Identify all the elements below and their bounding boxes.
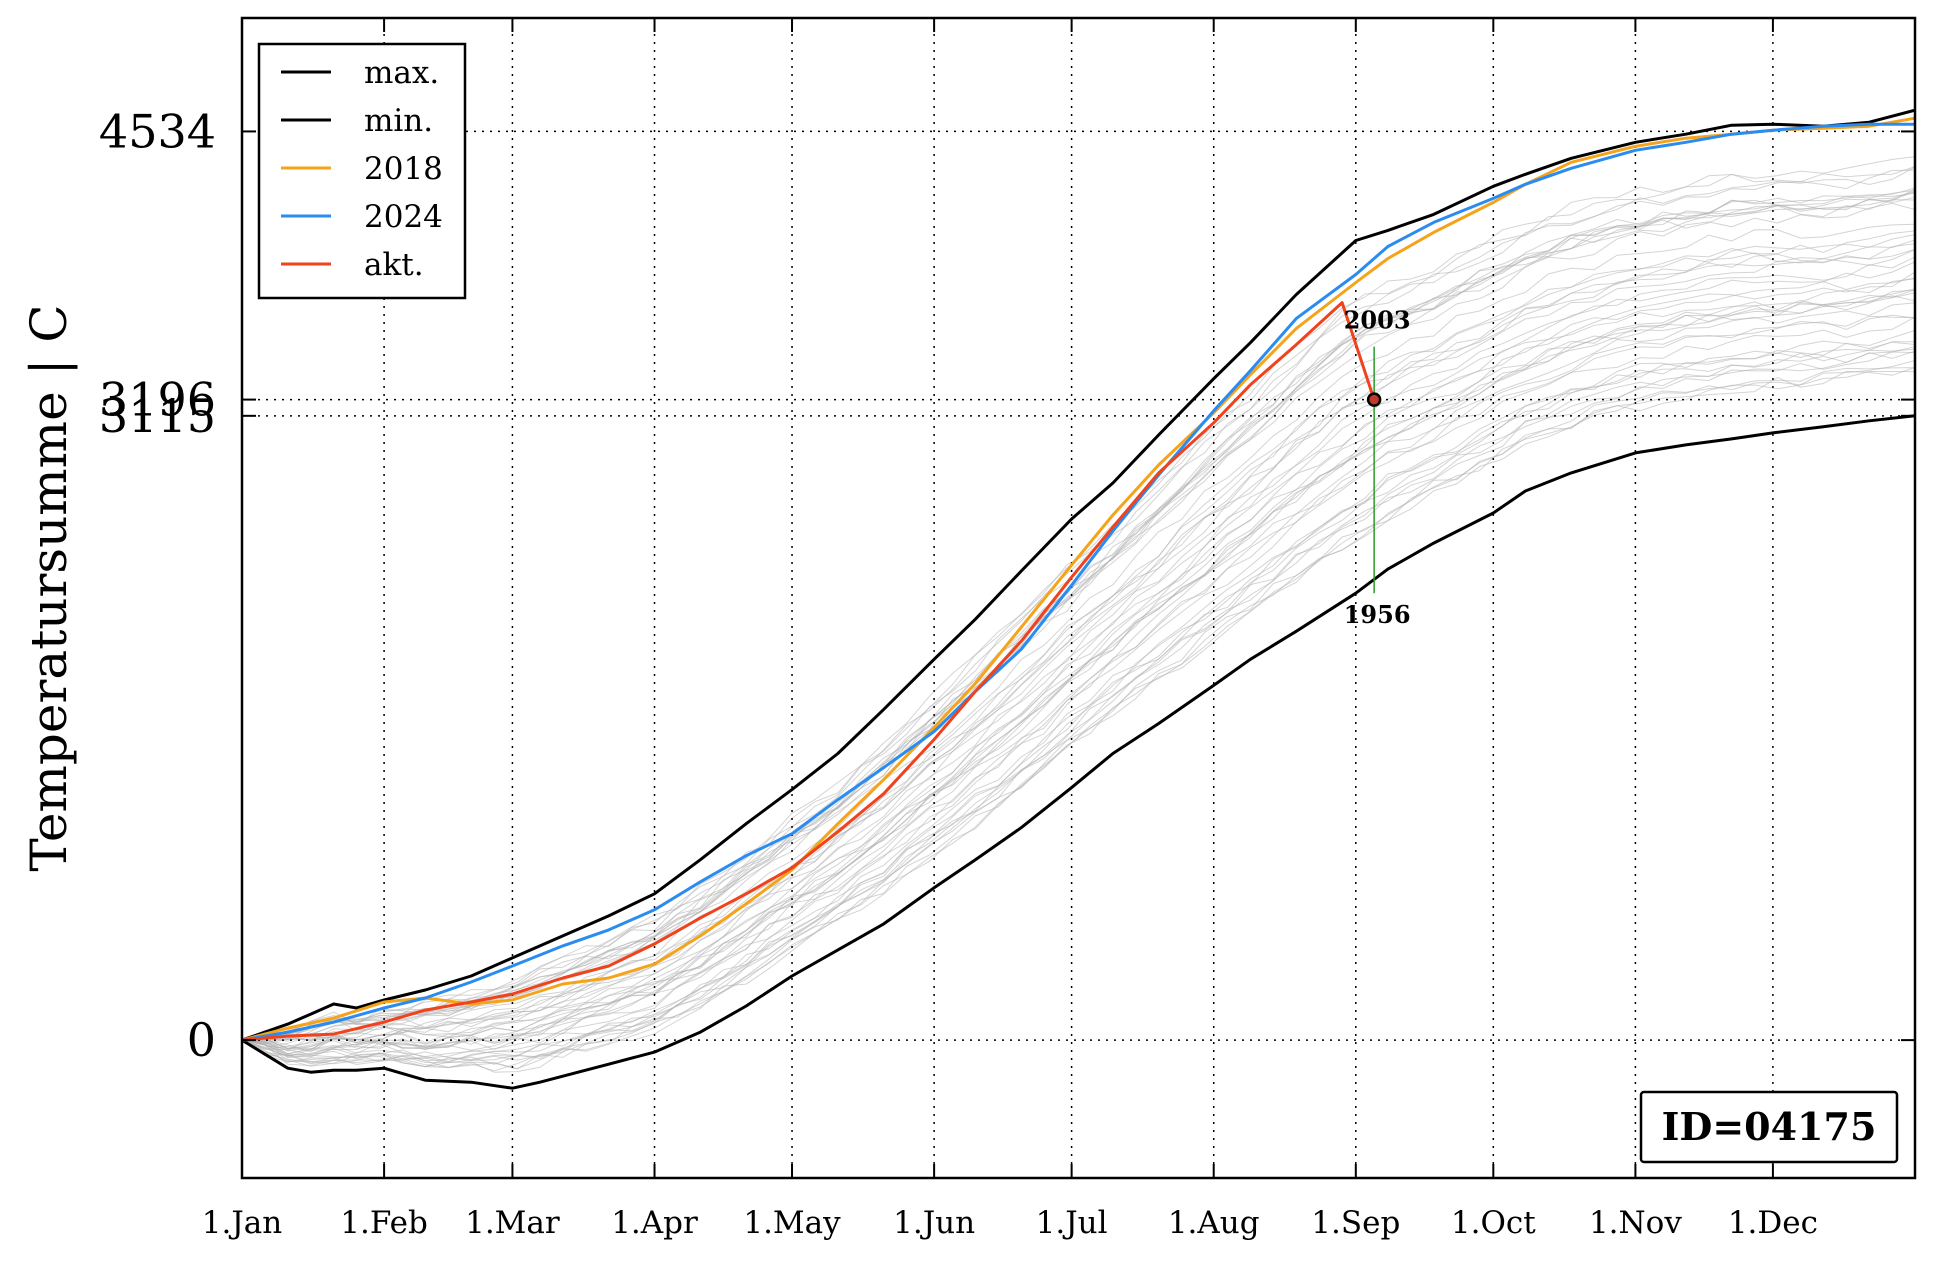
x-tick-label: 1.Oct [1451,1205,1536,1241]
background-year-line [241,271,1916,1050]
legend-label: 2018 [364,151,443,187]
background-year-line [241,367,1916,1070]
background-year-line [241,256,1916,1052]
background-year-line [241,239,1916,1041]
x-tick-label: 1.Feb [340,1205,428,1241]
legend-label: min. [364,103,433,139]
background-year-line [241,230,1916,1042]
x-tick-label: 1.Jan [202,1205,282,1241]
background-year-line [241,350,1916,1065]
y-tick-label: 4534 [99,104,216,158]
background-year-line [241,190,1916,1041]
background-year-line [241,277,1916,1051]
background-year-line [241,278,1916,1050]
background-year-line [241,249,1916,1050]
x-tick-label: 1.Dec [1728,1205,1818,1241]
background-year-line [241,243,1916,1048]
annotation-layer: 2003 1956 [1344,306,1411,630]
series-line-akt [241,301,1376,1042]
background-year-line [241,292,1916,1057]
x-tick-label: 1.May [743,1205,841,1241]
background-year-line [241,341,1915,1063]
background-year-line [241,234,1916,1044]
background-year-line [241,166,1916,1041]
grid-lines [242,18,1915,1178]
background-year-line [241,223,1916,1042]
background-year-line [241,191,1916,1041]
background-year-line [241,302,1916,1057]
x-axis-ticks: 1.Jan 1.Feb 1.Mar 1.Apr 1.May 1.Jun 1.Jul 1.Aug… [202,18,1818,1241]
background-year-line [241,202,1916,1041]
x-tick-label: 1.Apr [611,1205,698,1241]
x-tick-label: 1.Jul [1036,1205,1108,1241]
legend-label: akt. [364,247,424,283]
background-year-line [241,348,1916,1063]
background-year-line [241,371,1916,1073]
annotation-label: 2003 [1344,306,1411,335]
legend-frame [257,42,467,300]
background-year-line [241,192,1916,1041]
background-year-line [241,315,1916,1057]
x-tick-label: 1.Aug [1168,1205,1260,1241]
x-tick-label: 1.Jun [893,1205,975,1241]
series-line-2018 [241,116,1916,1042]
background-year-line [241,289,1916,1050]
series-line-2024 [241,122,1915,1042]
background-year-line [241,341,1916,1063]
station-id-label: ID=04175 [1662,1104,1877,1149]
background-year-line [241,261,1916,1052]
series-line-max [241,108,1916,1042]
annotation-label: 1956 [1344,600,1411,629]
series-lines [241,108,1916,1090]
background-year-line [241,189,1916,1041]
background-year-line [241,169,1916,1041]
background-year-line [241,156,1916,1043]
background-year-line [241,366,1916,1070]
y-tick-label: 0 [187,1013,216,1067]
legend-label: max. [364,55,439,91]
y-tick-label: 3196 [99,373,216,427]
background-year-line [241,360,1916,1072]
plot-frame [240,16,1917,1180]
background-year-line [241,330,1916,1061]
background-year-line [241,314,1916,1055]
background-year-line [241,166,1916,1041]
background-year-line [241,316,1916,1058]
background-year-line [241,351,1916,1067]
station-id-box: ID=04175 [1639,1090,1899,1164]
x-tick-label: 1.Sep [1311,1205,1400,1241]
series-line-min [241,414,1916,1090]
legend-label: 2024 [364,199,443,235]
current-value-point [1366,392,1382,407]
y-axis-label: Temperatursumme | C [20,304,78,871]
background-year-line [241,289,1916,1050]
station-id-frame [1639,1090,1899,1164]
x-tick-label: 1.Nov [1589,1205,1682,1241]
background-year-line [241,295,1916,1056]
y-tick-label: 3115 [99,389,216,443]
background-year-line [241,196,1916,1042]
legend: max. min. 2018 2024 akt. [257,42,467,300]
background-years-lines [241,156,1916,1073]
x-tick-label: 1.Mar [465,1205,560,1241]
